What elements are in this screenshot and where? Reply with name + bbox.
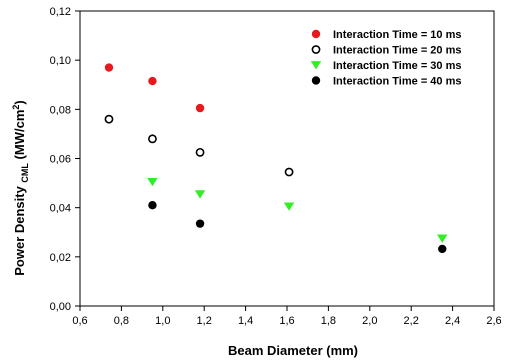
x-tick-label: 2,4 [445,315,460,327]
y-axis-title-main: Power Density [12,183,27,276]
y-axis-title-unit-end: ) [12,100,27,104]
data-point [195,103,205,113]
x-tick-label: 2,2 [404,315,419,327]
data-point [438,244,447,254]
legend-label: Interaction Time = 20 ms [333,45,462,57]
data-point [147,177,158,187]
y-tick-label: 0,12 [50,6,71,18]
data-point [195,147,205,157]
x-tick-label: 1,2 [197,315,212,327]
data-point [284,167,294,177]
y-axis-title-subscript: CML [20,163,30,183]
data-point [437,234,448,243]
y-tick-label: 0,00 [50,301,71,313]
x-axis-ticks: 0,6 0,8 1,0 1,2 1,4 1,6 1,8 2,0 2,2 2,4 2,6 [72,306,502,327]
legend-label: Interaction Time = 40 ms [333,76,462,88]
legend-label: Interaction Time = 30 ms [333,60,462,72]
x-tick-label: 2,6 [486,315,501,327]
x-tick-label: 0,8 [114,315,129,327]
y-tick-label: 0,06 [50,154,71,166]
y-axis-ticks: 0,00 0,02 0,04 0,06 0,08 0,10 0,12 [50,6,80,313]
data-points [104,63,448,254]
legend-marker [310,61,322,70]
data-point [195,219,205,228]
legend-marker [311,29,321,39]
legend-marker [311,45,321,54]
legend-label: Interaction Time = 10 ms [333,29,462,41]
y-axis-title-unit: (MW/cm [12,110,27,163]
legend: Interaction Time = 10 ms Interaction Time… [310,29,462,88]
legend-marker [311,76,321,85]
y-axis-title: Power Density CML (MW/cm2) [11,100,30,276]
data-point [148,134,157,144]
data-point [104,114,114,124]
x-tick-label: 1,0 [155,315,170,327]
data-point [104,63,114,72]
data-point [194,190,206,199]
data-point [148,201,157,210]
data-point [148,76,157,86]
y-tick-label: 0,10 [50,55,71,67]
data-point [283,202,295,211]
y-tick-label: 0,02 [50,252,71,264]
x-tick-label: 1,8 [321,315,336,327]
y-tick-label: 0,08 [50,104,71,116]
y-tick-label: 0,04 [50,203,71,215]
x-tick-label: 2,0 [362,315,377,327]
x-axis-title: Beam Diameter (mm) [228,343,358,358]
x-tick-label: 0,6 [72,315,87,327]
x-tick-label: 1,6 [279,315,294,327]
y-axis-title-superscript: 2 [11,105,21,110]
x-tick-label: 1,4 [238,315,253,327]
